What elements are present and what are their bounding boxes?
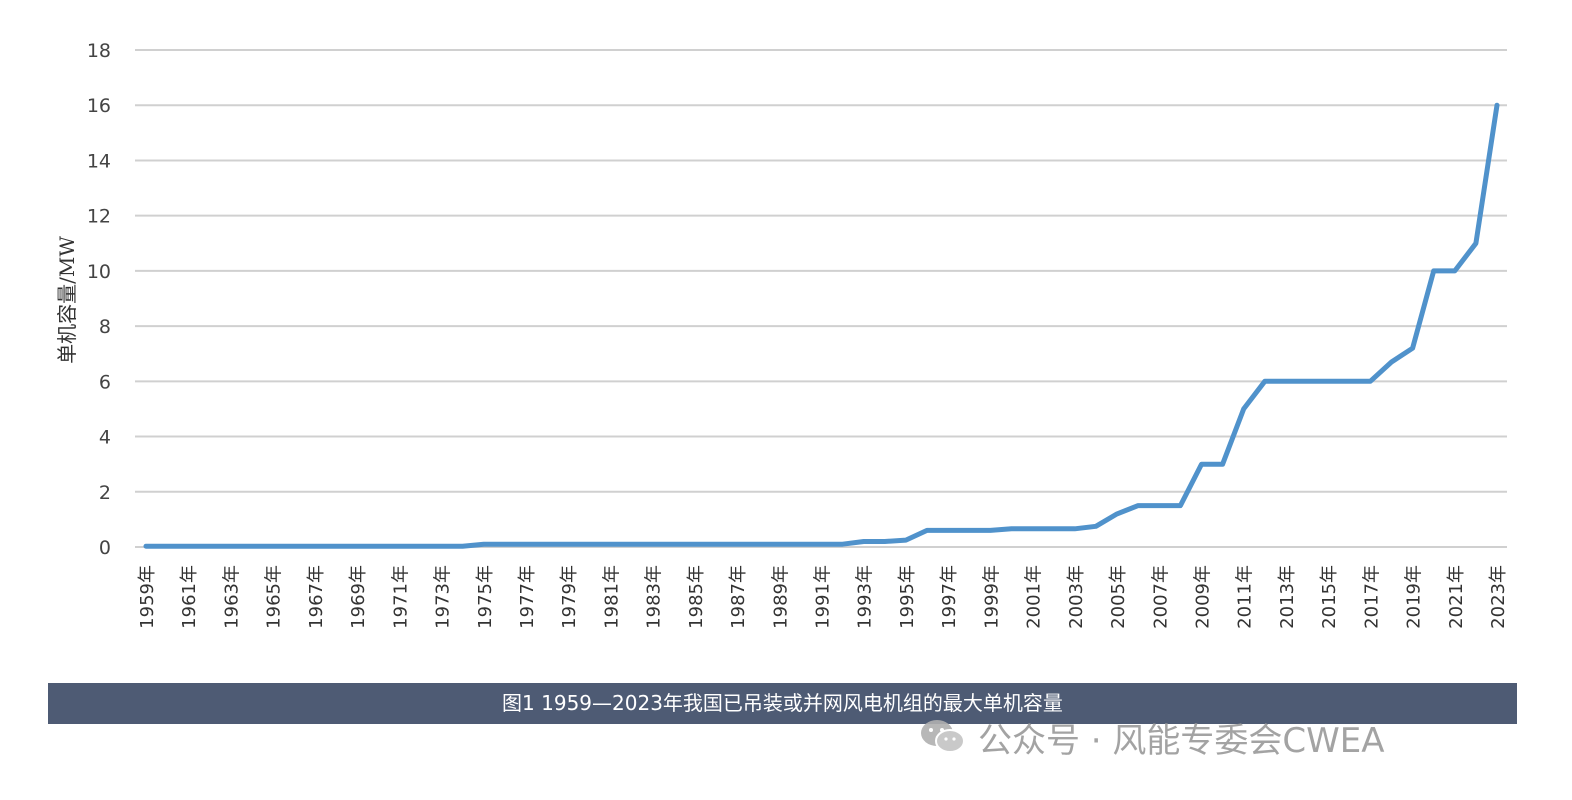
x-tick-label: 1975年 bbox=[475, 565, 496, 629]
line-chart: 0 2 4 6 8 10 12 14 16 18 1959年 1961年 1963年 1965年 1967… bbox=[55, 40, 1509, 629]
x-tick-label: 2019年 bbox=[1404, 565, 1425, 629]
y-tick-label: 18 bbox=[87, 40, 111, 62]
x-tick-label: 1981年 bbox=[601, 565, 622, 629]
x-tick-label: 1991年 bbox=[813, 565, 834, 629]
x-axis-ticks: 1959年 1961年 1963年 1965年 1967年 1969年 1971年 1973年… bbox=[137, 565, 1509, 629]
x-tick-label: 2007年 bbox=[1150, 565, 1171, 629]
x-tick-label: 2011年 bbox=[1235, 565, 1256, 629]
x-tick-label: 1963年 bbox=[221, 565, 242, 629]
y-tick-label: 12 bbox=[87, 206, 111, 228]
x-tick-label: 2013年 bbox=[1277, 565, 1298, 629]
x-tick-label: 1971年 bbox=[390, 565, 411, 629]
x-tick-label: 1983年 bbox=[644, 565, 665, 629]
figure-caption: 图1 1959—2023年我国已吊装或并网风电机组的最大单机容量 bbox=[48, 683, 1517, 724]
x-tick-label: 1961年 bbox=[179, 565, 200, 629]
x-tick-label: 2017年 bbox=[1361, 565, 1382, 629]
x-tick-label: 2015年 bbox=[1319, 565, 1340, 629]
x-tick-label: 1969年 bbox=[348, 565, 369, 629]
x-tick-label: 1985年 bbox=[686, 565, 707, 629]
watermark-text: 公众号 · 风能专委会CWEA bbox=[978, 720, 1385, 761]
x-tick-label: 2021年 bbox=[1446, 565, 1467, 629]
wechat-icon bbox=[921, 720, 965, 753]
y-tick-label: 14 bbox=[87, 150, 111, 172]
y-axis-ticks: 0 2 4 6 8 10 12 14 16 18 bbox=[87, 40, 111, 559]
x-tick-label: 1959年 bbox=[137, 565, 158, 629]
x-tick-label: 2001年 bbox=[1024, 565, 1045, 629]
watermark: 公众号 · 风能专委会CWEA bbox=[920, 712, 1385, 762]
y-tick-label: 0 bbox=[99, 537, 111, 559]
y-axis-label: 单机容量/MW bbox=[55, 236, 79, 364]
x-tick-label: 2005年 bbox=[1108, 565, 1129, 629]
x-tick-label: 1979年 bbox=[559, 565, 580, 629]
y-tick-label: 8 bbox=[99, 316, 111, 338]
x-tick-label: 2009年 bbox=[1192, 565, 1213, 629]
x-tick-label: 2003年 bbox=[1066, 565, 1087, 629]
x-tick-label: 1967年 bbox=[306, 565, 327, 629]
x-tick-label: 1973年 bbox=[433, 565, 454, 629]
y-tick-label: 16 bbox=[87, 95, 111, 117]
x-tick-label: 1999年 bbox=[981, 565, 1002, 629]
x-tick-label: 1993年 bbox=[855, 565, 876, 629]
y-tick-label: 4 bbox=[99, 427, 111, 449]
x-tick-label: 2023年 bbox=[1488, 565, 1509, 629]
x-tick-label: 1989年 bbox=[770, 565, 791, 629]
x-tick-label: 1995年 bbox=[897, 565, 918, 629]
x-tick-label: 1977年 bbox=[517, 565, 538, 629]
x-tick-label: 1997年 bbox=[939, 565, 960, 629]
x-tick-label: 1965年 bbox=[264, 565, 285, 629]
y-tick-label: 2 bbox=[99, 482, 111, 504]
y-tick-label: 6 bbox=[99, 371, 111, 393]
x-tick-label: 1987年 bbox=[728, 565, 749, 629]
y-tick-label: 10 bbox=[87, 261, 111, 283]
gridlines bbox=[135, 49, 1507, 548]
data-points bbox=[145, 105, 1498, 547]
